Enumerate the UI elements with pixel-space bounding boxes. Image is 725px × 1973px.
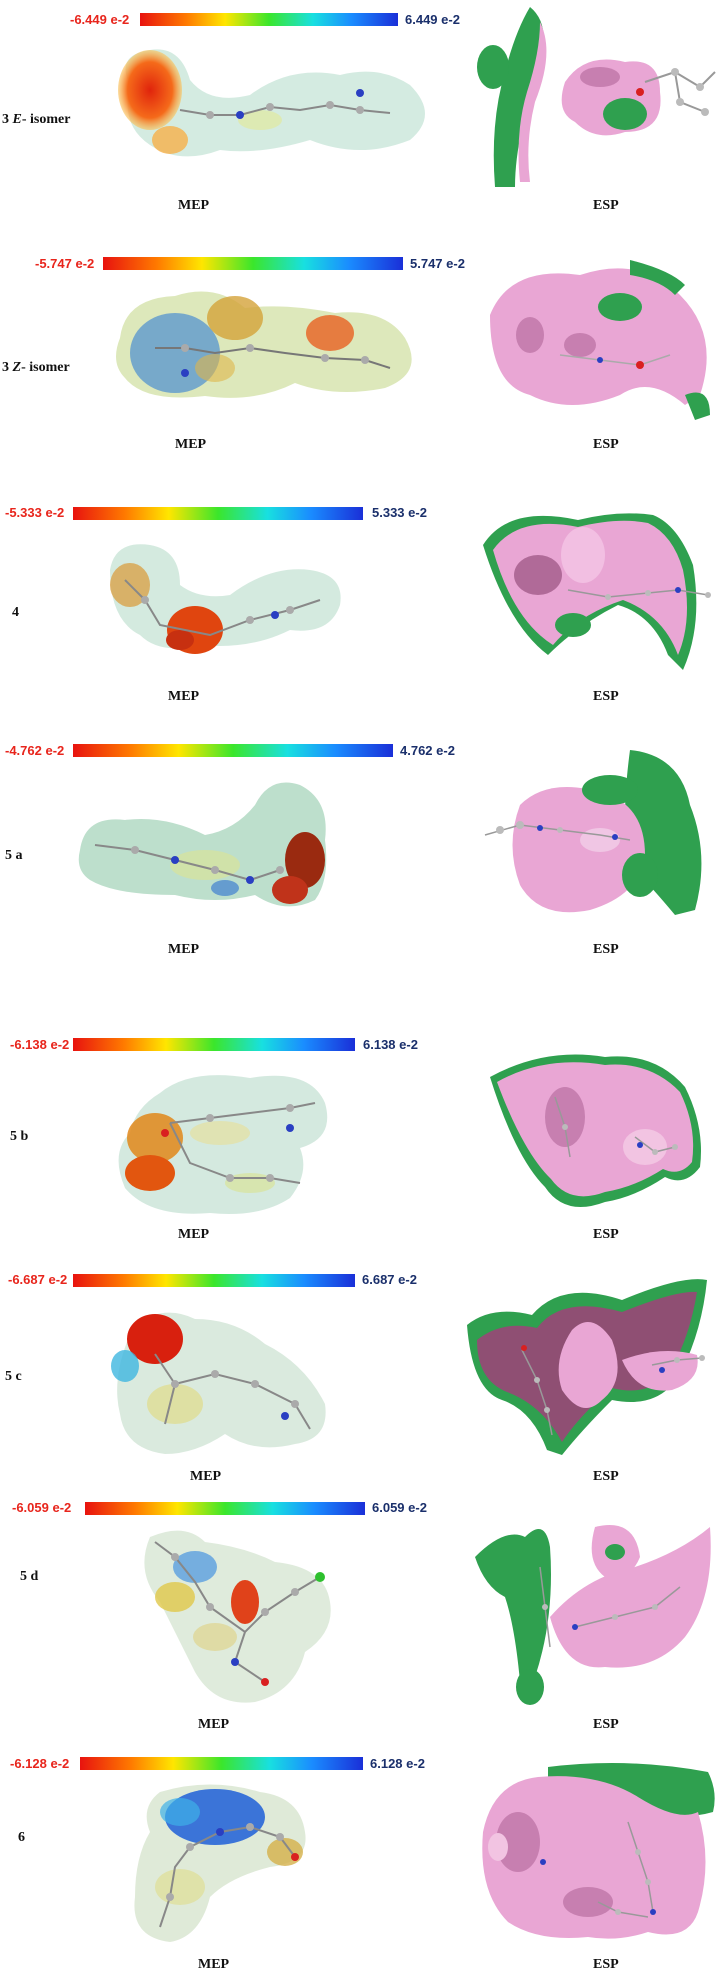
colorbar-max-label: 5.747 e-2	[410, 256, 465, 271]
esp-surface	[465, 1507, 720, 1707]
mep-surface	[105, 278, 425, 408]
colorbar-min-label: -5.747 e-2	[35, 256, 95, 271]
colorbar	[103, 257, 403, 270]
colorbar-max-label: 6.128 e-2	[370, 1756, 425, 1771]
panel-5d: -6.059 e-2 6.059 e-2 5 d MEP ES	[0, 1497, 725, 1737]
esp-surface	[485, 1037, 715, 1222]
colorbar-max-label: 6.138 e-2	[363, 1037, 418, 1052]
panel-6: -6.128 e-2 6.128 e-2 6 MEP ESP	[0, 1747, 725, 1973]
mep-caption: MEP	[178, 198, 210, 213]
colorbar-min-label: -6.449 e-2	[70, 12, 130, 27]
panel-3z-isomer: -5.747 e-2 5.747 e-2 3 Z- isomer MEP	[0, 240, 725, 480]
mep-surface	[120, 1777, 320, 1947]
esp-caption: ESP	[593, 437, 619, 452]
mep-caption: MEP	[190, 1469, 222, 1484]
colorbar-min-label: -5.333 e-2	[5, 505, 65, 520]
panel-5b: -6.138 e-2 6.138 e-2 5 b MEP ESP	[0, 1025, 725, 1260]
colorbar	[80, 1757, 363, 1770]
colorbar-max-label: 5.333 e-2	[372, 505, 427, 520]
compound-label: 5 a	[5, 848, 23, 863]
mep-caption: MEP	[168, 942, 200, 957]
colorbar	[73, 507, 363, 520]
esp-surface	[478, 1752, 723, 1947]
esp-surface	[478, 505, 725, 680]
compound-label: 5 b	[10, 1129, 29, 1144]
compound-label: 5 d	[20, 1569, 39, 1584]
compound-label: 3 Z- isomer	[2, 360, 70, 375]
mep-caption: MEP	[198, 1957, 230, 1972]
mep-surface	[135, 1522, 345, 1712]
panel-4: -5.333 e-2 5.333 e-2 4 MEP ESP	[0, 485, 725, 715]
esp-caption: ESP	[593, 1717, 619, 1732]
mep-surface	[110, 1063, 340, 1223]
colorbar-max-label: 6.059 e-2	[372, 1500, 427, 1515]
colorbar-min-label: -4.762 e-2	[5, 743, 65, 758]
compound-label: 3 E- isomer	[2, 112, 71, 127]
esp-surface	[475, 2, 725, 192]
colorbar	[73, 1274, 355, 1287]
mep-caption: MEP	[168, 689, 200, 704]
compound-label: 4	[12, 605, 19, 620]
panel-3e-isomer: -6.449 e-2 6.449 e-2 3 E- isomer MEP	[0, 0, 725, 235]
colorbar-max-label: 6.687 e-2	[362, 1272, 417, 1287]
colorbar	[85, 1502, 365, 1515]
esp-caption: ESP	[593, 198, 619, 213]
colorbar-min-label: -6.687 e-2	[8, 1272, 68, 1287]
colorbar	[140, 13, 398, 26]
colorbar-min-label: -6.138 e-2	[10, 1037, 70, 1052]
colorbar	[73, 744, 393, 757]
esp-caption: ESP	[593, 942, 619, 957]
esp-surface	[480, 745, 725, 935]
panel-5c: -6.687 e-2 6.687 e-2 5 c MEP ESP	[0, 1262, 725, 1497]
mep-surface	[75, 770, 335, 920]
colorbar-max-label: 6.449 e-2	[405, 12, 460, 27]
esp-caption: ESP	[593, 689, 619, 704]
colorbar-max-label: 4.762 e-2	[400, 743, 455, 758]
colorbar	[73, 1038, 355, 1051]
colorbar-min-label: -6.128 e-2	[10, 1756, 70, 1771]
mep-caption: MEP	[178, 1227, 210, 1242]
mep-caption: MEP	[175, 437, 207, 452]
mep-surface	[100, 540, 350, 660]
mep-surface	[95, 1304, 335, 1464]
mep-caption: MEP	[198, 1717, 230, 1732]
esp-caption: ESP	[593, 1957, 619, 1972]
compound-label: 6	[18, 1830, 25, 1845]
mep-surface	[110, 35, 440, 170]
esp-caption: ESP	[593, 1469, 619, 1484]
esp-surface	[462, 1270, 720, 1460]
compound-label: 5 c	[5, 1369, 22, 1384]
colorbar-min-label: -6.059 e-2	[12, 1500, 72, 1515]
esp-surface	[470, 245, 725, 430]
panel-5a: -4.762 e-2 4.762 e-2 5 a MEP ESP	[0, 720, 725, 965]
esp-caption: ESP	[593, 1227, 619, 1242]
